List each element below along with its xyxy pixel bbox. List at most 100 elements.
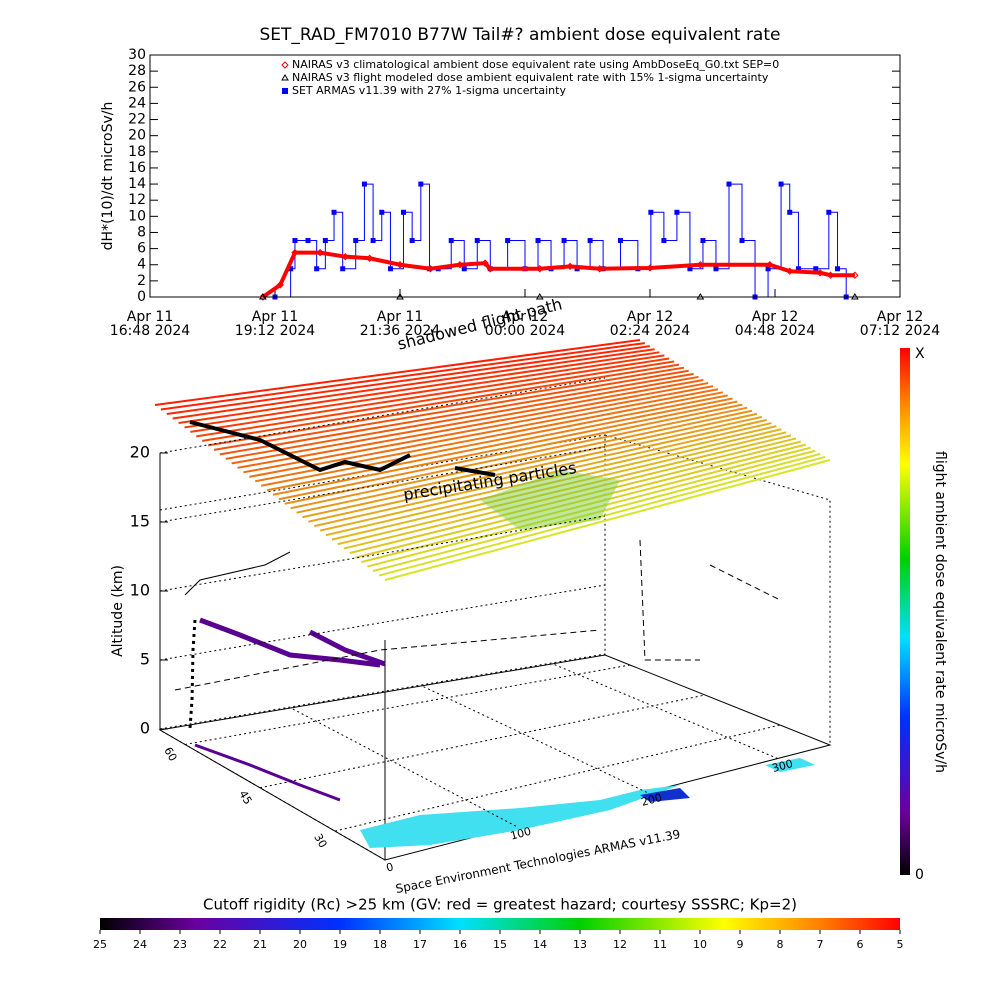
- data-point: [795, 266, 801, 272]
- data-point: [461, 266, 467, 272]
- data-point: [314, 266, 320, 272]
- data-point: [765, 266, 771, 272]
- legend-label: NAIRAS v3 climatological ambient dose eq…: [292, 58, 779, 71]
- data-point: [486, 265, 494, 273]
- mesh-line: [202, 363, 680, 442]
- data-point: [661, 238, 667, 244]
- data-point: [387, 266, 393, 272]
- colorbar-tick-label: 10: [693, 938, 707, 951]
- legend-label: SET ARMAS v11.39 with 27% 1-sigma uncert…: [292, 84, 566, 97]
- y-tick-label: 12: [128, 192, 146, 208]
- data-point: [835, 266, 840, 272]
- colorbar-tick-label: 21: [253, 938, 267, 951]
- z-tick-label: 15: [130, 512, 150, 531]
- colorbar-tick-label: 7: [817, 938, 824, 951]
- mesh-line: [302, 415, 763, 519]
- mesh-line: [207, 366, 685, 447]
- data-point: [561, 238, 567, 244]
- lat-tick-label: 60: [161, 745, 179, 764]
- x-tick-label: Apr 12: [752, 309, 798, 325]
- series-line: [275, 183, 847, 298]
- colorbar-tick-label: 8: [777, 938, 784, 951]
- x-tick-label: Apr 12: [627, 309, 673, 325]
- data-point: [587, 238, 593, 244]
- rigidity-colorbar: [100, 918, 900, 930]
- y-tick-label: 20: [128, 128, 146, 144]
- data-point: [448, 238, 454, 244]
- mesh-line: [225, 375, 699, 460]
- data-point: [292, 238, 298, 244]
- data-point: [851, 271, 859, 279]
- data-point: [535, 293, 544, 300]
- data-point: [396, 293, 404, 300]
- mesh-line: [213, 369, 689, 451]
- colorbar-tick-label: 5: [897, 938, 904, 951]
- rigidity-region: [640, 788, 690, 802]
- legend-symbol: [281, 61, 289, 69]
- data-point: [786, 267, 794, 275]
- data-point: [361, 181, 367, 187]
- mesh-line: [237, 382, 709, 469]
- colorbar-tick-label: 18: [373, 938, 387, 951]
- data-point: [322, 238, 328, 244]
- colorbar-tick-label: 23: [173, 938, 187, 951]
- data-point: [409, 238, 415, 244]
- data-point: [474, 238, 480, 244]
- data-point: [816, 269, 824, 277]
- mesh-line: [160, 342, 646, 411]
- data-point: [648, 209, 654, 215]
- mesh-line: [178, 351, 660, 424]
- grid-line: [290, 707, 517, 827]
- grid-line: [184, 664, 631, 745]
- data-point: [713, 266, 719, 272]
- data-point: [687, 266, 693, 272]
- colorbar-tick-label: 12: [613, 938, 627, 951]
- mesh-line: [314, 422, 772, 528]
- ascent: [188, 619, 197, 729]
- x-tick-label: 00:00 2024: [485, 323, 566, 339]
- colorbar-max-label: X: [915, 346, 925, 362]
- data-point: [505, 238, 511, 244]
- dose-colorbar: [900, 348, 910, 875]
- data-point: [826, 271, 835, 279]
- x-tick-label: 04:48 2024: [735, 323, 816, 339]
- data-point: [456, 261, 464, 269]
- mesh-line: [284, 406, 748, 505]
- data-point: [353, 238, 359, 244]
- data-point: [259, 293, 267, 301]
- data-point: [536, 265, 544, 273]
- y-tick-label: 26: [128, 79, 146, 95]
- x-tick-label: Apr 11: [252, 309, 298, 325]
- y-tick-label: 18: [128, 144, 146, 160]
- data-point: [566, 262, 574, 271]
- colorbar-tick-label: 16: [453, 938, 467, 951]
- data-point: [813, 266, 819, 272]
- flight-path: [199, 617, 381, 668]
- mesh-line: [172, 348, 655, 420]
- colorbar-tick-label: 19: [333, 938, 347, 951]
- grid-line: [334, 724, 781, 832]
- colorbar-tick-label: 9: [737, 938, 744, 951]
- data-point: [646, 264, 654, 272]
- lat-tick-label: 45: [236, 788, 254, 807]
- data-point: [418, 181, 424, 187]
- mesh-line: [196, 360, 675, 438]
- lon-tick-label: 100: [509, 825, 533, 843]
- mesh-line: [166, 345, 650, 415]
- mesh-line: [184, 354, 665, 429]
- legend-symbol: [281, 74, 289, 81]
- colorbar-tick-label: 11: [653, 938, 667, 951]
- shadowed-path: [174, 629, 601, 691]
- z-tick-label: 10: [130, 581, 150, 600]
- mesh-line: [219, 372, 694, 456]
- data-point: [426, 265, 435, 273]
- mesh-line: [266, 397, 733, 492]
- x-tick-label: Apr 11: [127, 309, 173, 325]
- y-tick-label: 30: [128, 47, 146, 63]
- data-point: [700, 238, 706, 244]
- data-point: [340, 266, 346, 272]
- dose-mesh: [154, 339, 831, 581]
- z-tick-label: 5: [140, 650, 150, 669]
- x-tick-label: Apr 11: [377, 309, 423, 325]
- y-tick-label: 0: [137, 289, 146, 305]
